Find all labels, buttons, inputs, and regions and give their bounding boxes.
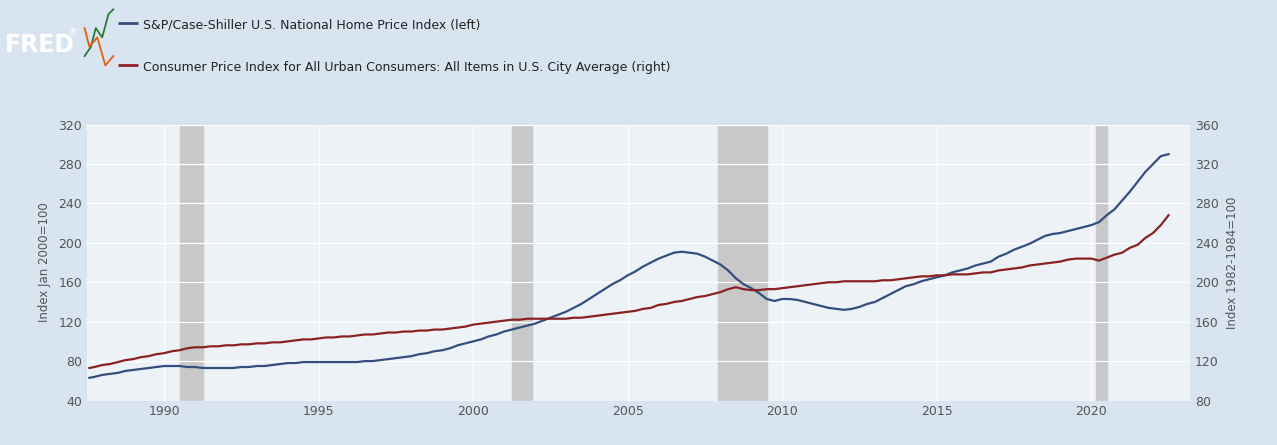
Text: Consumer Price Index for All Urban Consumers: All Items in U.S. City Average (ri: Consumer Price Index for All Urban Consu… (143, 61, 670, 74)
Text: ®: ® (69, 28, 77, 37)
Bar (512, 125, 533, 400)
Bar (718, 125, 766, 400)
Bar (180, 125, 203, 400)
Text: S&P/Case-Shiller U.S. National Home Price Index (left): S&P/Case-Shiller U.S. National Home Pric… (143, 19, 480, 32)
Bar (1097, 125, 1107, 400)
Y-axis label: Index Jan 2000=100: Index Jan 2000=100 (38, 202, 51, 323)
Y-axis label: Index 1982-1984=100: Index 1982-1984=100 (1226, 196, 1239, 329)
Text: FRED: FRED (5, 33, 75, 57)
